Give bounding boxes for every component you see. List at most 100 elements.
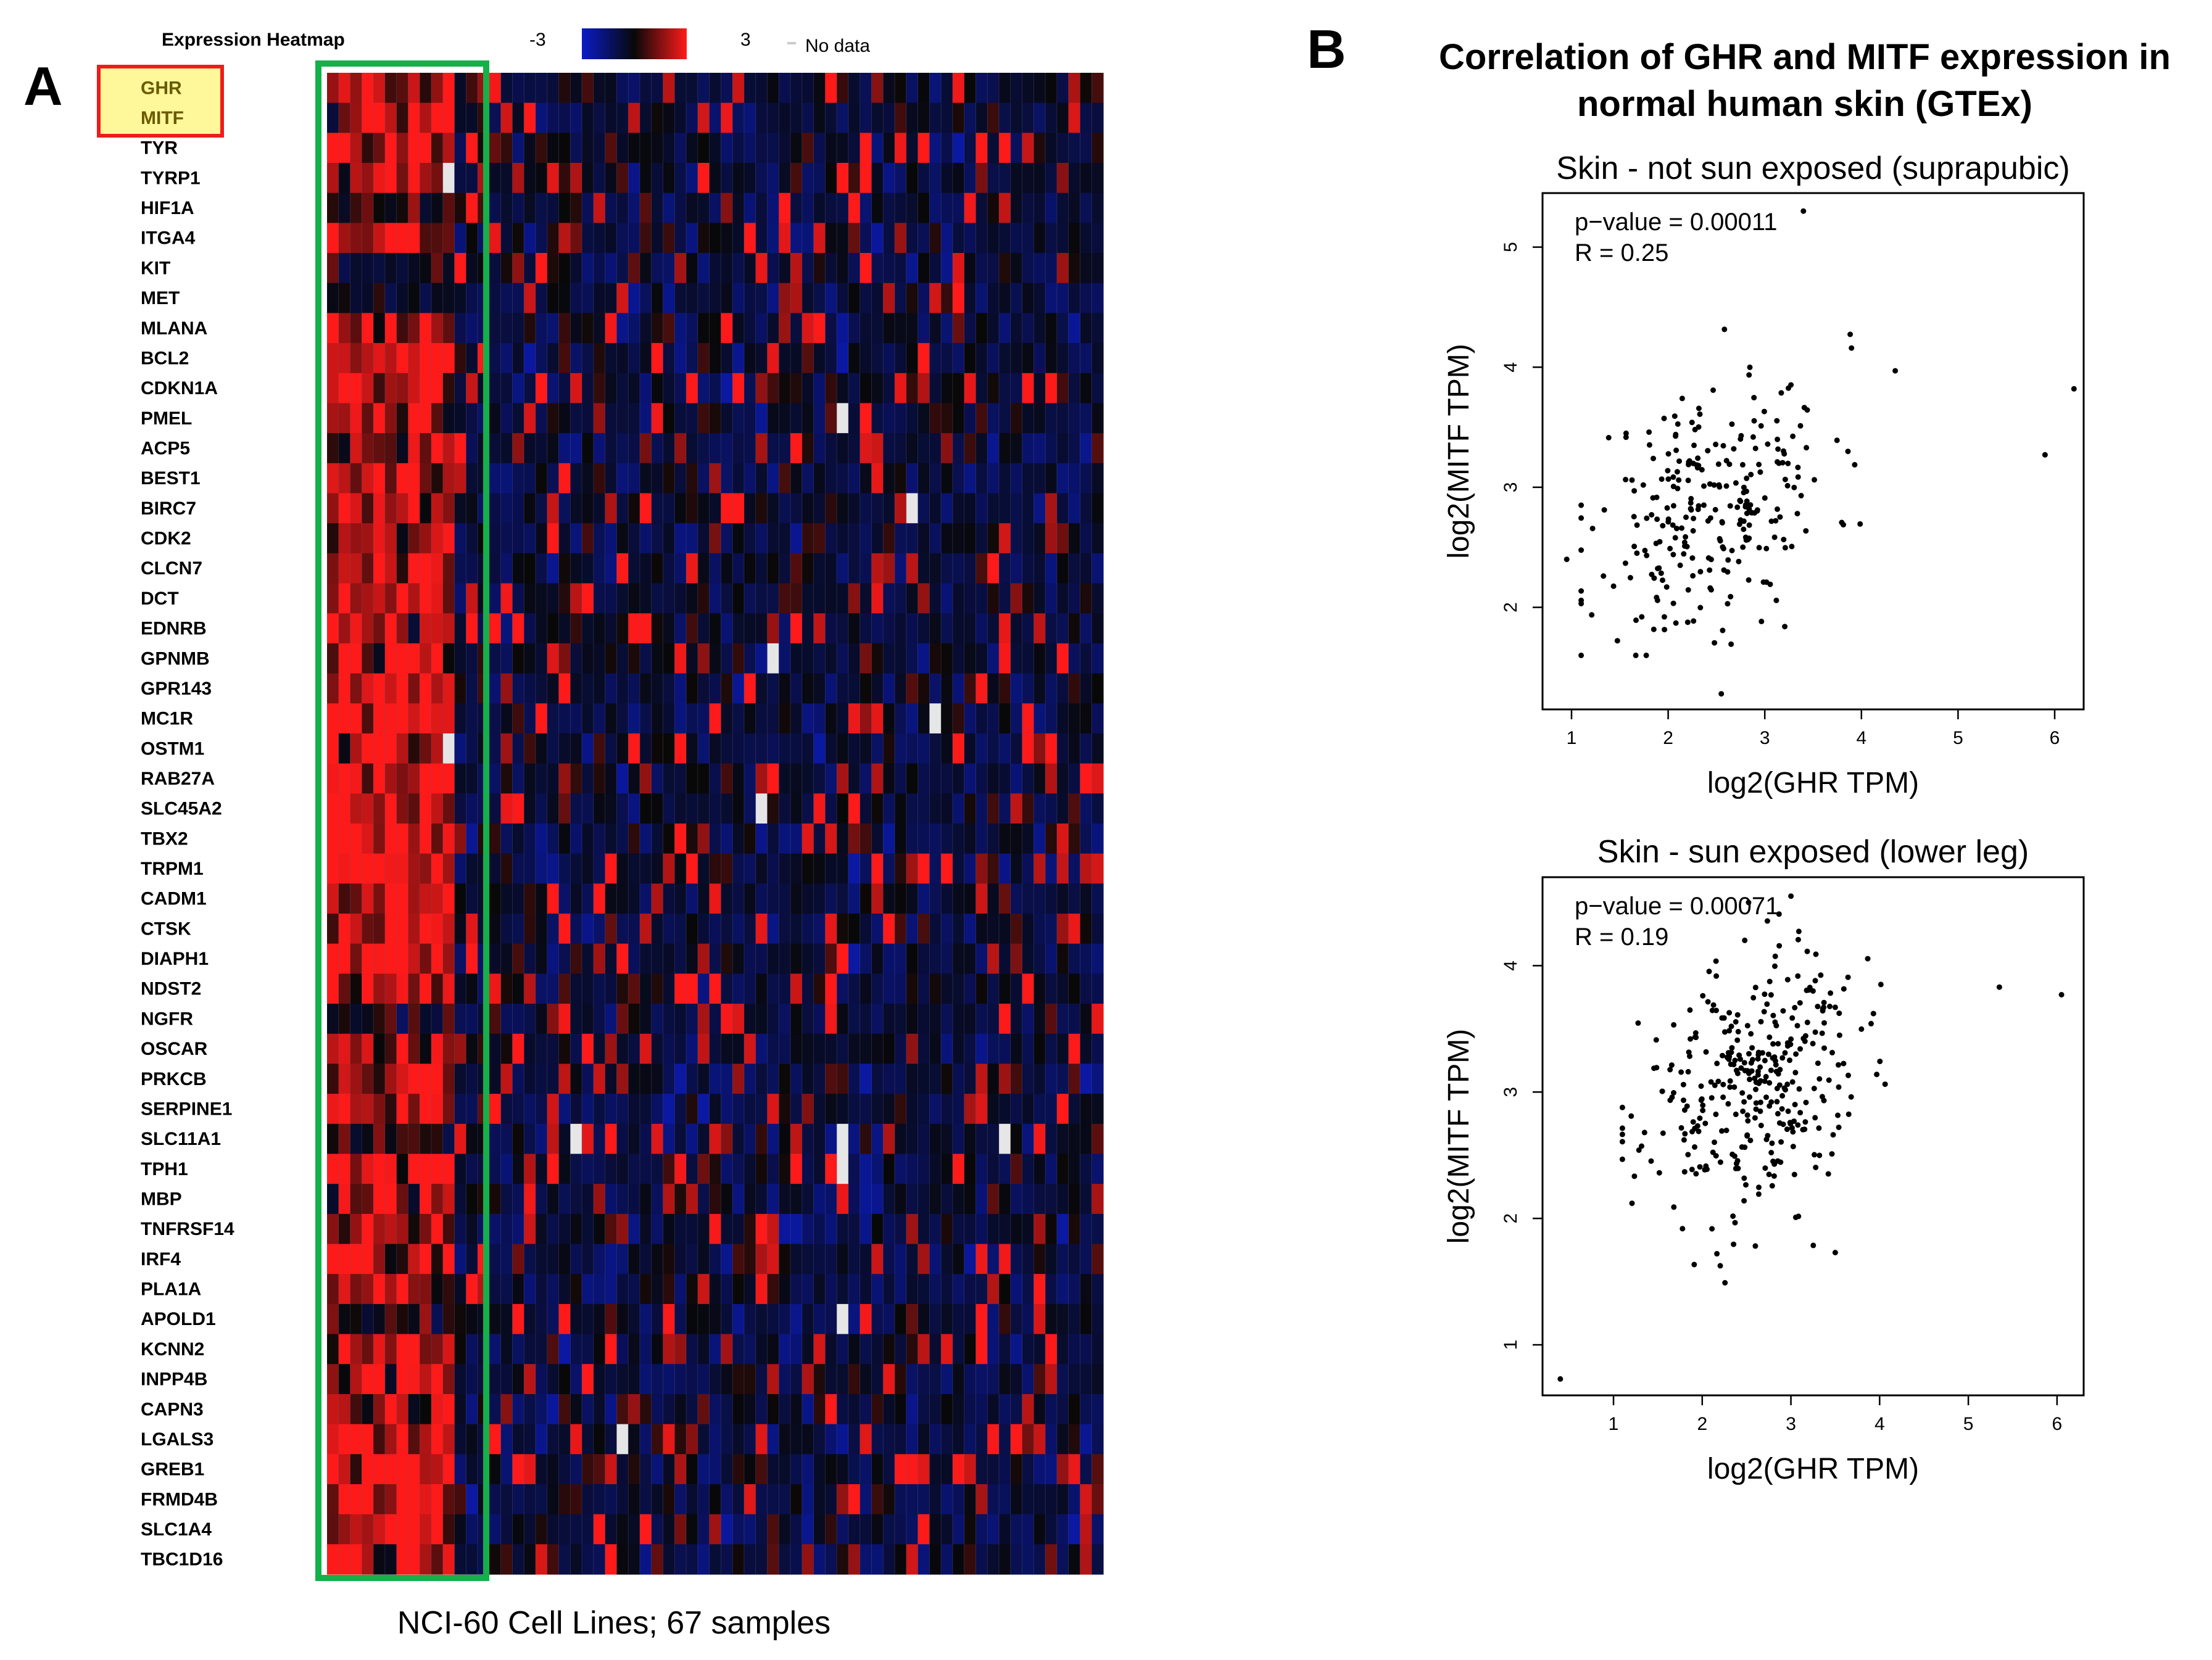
data-point <box>1756 1184 1762 1191</box>
heatmap-cell <box>929 583 942 614</box>
heatmap-cell <box>384 1033 397 1065</box>
heatmap-cell <box>999 343 1011 374</box>
heatmap-cell <box>918 253 930 284</box>
heatmap-cell <box>1068 463 1081 494</box>
heatmap-cell <box>396 223 409 254</box>
heatmap-cell <box>651 824 664 854</box>
heatmap-cell <box>582 433 594 464</box>
heatmap-cell <box>767 1484 779 1515</box>
heatmap-cell <box>941 1063 953 1094</box>
heatmap-cell <box>732 613 745 644</box>
heatmap-cell <box>524 1484 536 1515</box>
heatmap-cell <box>593 703 606 734</box>
heatmap-cell <box>987 583 1000 614</box>
heatmap-cell <box>767 1394 779 1425</box>
data-point <box>1772 953 1778 959</box>
heatmap-cell <box>929 433 942 464</box>
heatmap-cell <box>489 824 502 854</box>
heatmap-cell <box>686 824 698 854</box>
data-point <box>1804 948 1810 954</box>
heatmap-cell <box>466 853 478 884</box>
heatmap-cell <box>408 673 420 704</box>
heatmap-cell <box>558 1394 571 1425</box>
heatmap-cell <box>524 1394 536 1425</box>
heatmap-cell <box>420 1033 432 1065</box>
heatmap-cell <box>524 373 536 404</box>
heatmap-cell <box>431 914 444 944</box>
r-value-label: R = 0.19 <box>1575 923 1668 951</box>
heatmap-cell <box>350 102 362 133</box>
data-point <box>1812 1115 1818 1121</box>
heatmap-cell <box>489 553 502 584</box>
heatmap-cell <box>767 793 779 824</box>
heatmap-cell <box>408 1244 420 1274</box>
data-point <box>1679 395 1685 402</box>
heatmap-cell <box>1010 824 1023 854</box>
data-point <box>1707 585 1713 591</box>
heatmap-cell <box>732 1424 745 1455</box>
heatmap-cell <box>1045 553 1058 584</box>
heatmap-cell <box>987 523 1000 554</box>
heatmap-cell <box>362 1364 374 1395</box>
heatmap-cell <box>500 343 513 374</box>
heatmap-cell <box>500 883 513 914</box>
heatmap-cell <box>813 1544 826 1575</box>
heatmap-cell <box>1068 223 1081 254</box>
heatmap-cell <box>697 343 710 374</box>
heatmap-cell <box>767 883 779 914</box>
heatmap-cell <box>976 1244 988 1274</box>
data-point <box>1790 1144 1796 1150</box>
heatmap-cell <box>999 703 1011 734</box>
heatmap-cell <box>1092 192 1104 223</box>
heatmap-cell <box>489 192 502 223</box>
heatmap-cell <box>709 673 721 704</box>
heatmap-cell <box>721 1033 733 1065</box>
heatmap-cell <box>906 1123 919 1155</box>
data-point <box>1753 1086 1758 1092</box>
heatmap-cell <box>1034 914 1046 944</box>
heatmap-cell <box>1056 1274 1069 1305</box>
heatmap-cell <box>779 1094 791 1125</box>
heatmap-cell <box>767 253 779 284</box>
heatmap-cell <box>744 853 756 884</box>
heatmap-cell <box>570 583 582 614</box>
heatmap-cell <box>1068 253 1081 284</box>
heatmap-cell <box>802 73 814 104</box>
heatmap-cell <box>384 102 397 133</box>
heatmap-cell <box>871 223 884 254</box>
heatmap-cell <box>350 163 362 194</box>
heatmap-cell <box>384 1154 397 1184</box>
data-point <box>1639 614 1645 620</box>
heatmap-cell <box>420 673 432 704</box>
heatmap-cell <box>373 1544 386 1575</box>
heatmap-cell <box>918 313 930 344</box>
heatmap-cell <box>454 313 466 344</box>
heatmap-cell <box>848 1244 861 1274</box>
heatmap-cell <box>674 523 687 554</box>
data-point <box>1627 575 1633 580</box>
heatmap-cell <box>663 853 675 884</box>
heatmap-cell <box>755 373 768 404</box>
heatmap-cell <box>999 943 1011 974</box>
heatmap-cell <box>848 192 861 223</box>
heatmap-cell <box>732 1094 745 1125</box>
heatmap-cell <box>929 283 942 314</box>
heatmap-cell <box>848 853 861 884</box>
heatmap-cell <box>570 1244 582 1274</box>
heatmap-cell <box>987 403 1000 434</box>
heatmap-cell <box>1010 643 1023 674</box>
data-point <box>1746 899 1752 906</box>
heatmap-cell <box>593 373 606 404</box>
heatmap-cell <box>837 1394 849 1425</box>
heatmap-cell <box>327 763 339 794</box>
heatmap-cell <box>686 703 698 734</box>
data-point <box>1892 368 1899 374</box>
heatmap-cell <box>837 793 849 824</box>
heatmap-cell <box>338 1004 351 1034</box>
heatmap-cell <box>848 1154 861 1184</box>
data-point <box>1648 1158 1654 1164</box>
heatmap-cell <box>535 313 548 344</box>
heatmap-cell <box>802 643 814 674</box>
heatmap-cell <box>767 463 779 494</box>
heatmap-cell <box>408 1394 420 1425</box>
